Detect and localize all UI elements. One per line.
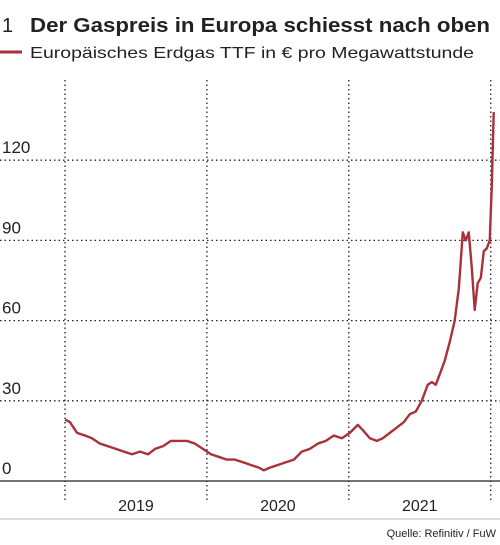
chart-number: 1 — [2, 15, 13, 37]
y-tick-label: 60 — [2, 299, 21, 318]
data-line — [64, 112, 495, 472]
legend-label: Europäisches Erdgas TTF in € pro Megawat… — [30, 45, 474, 62]
x-tick-label: 2020 — [260, 498, 296, 515]
x-tick-label: 2019 — [118, 498, 154, 515]
x-tick-label: 2021 — [402, 498, 438, 515]
y-tick-label: 30 — [2, 379, 21, 398]
source: Quelle: Refinitiv / FuW — [387, 528, 497, 540]
y-tick-label: 90 — [2, 218, 21, 237]
y-tick-label: 0 — [2, 459, 11, 478]
chart-title: Der Gaspreis in Europa schiesst nach obe… — [30, 15, 490, 37]
y-tick-label: 120 — [2, 138, 30, 157]
